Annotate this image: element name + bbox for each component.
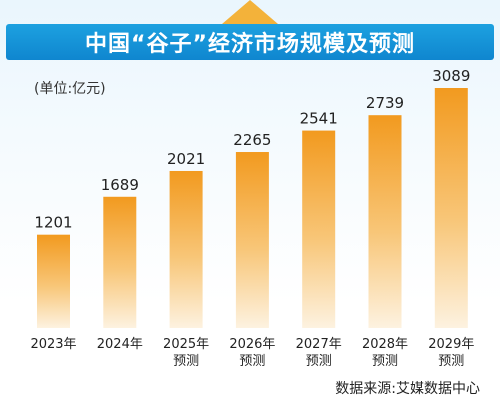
x-tick-label-2-1: 预测 [173, 354, 199, 369]
bar-1 [103, 196, 137, 328]
data-label-2: 2021 [167, 150, 205, 168]
decorative-triangle [222, 0, 278, 24]
x-tick-label-3-0: 2026年 [229, 337, 275, 352]
bar-0 [37, 234, 70, 328]
x-tick-label-3-1: 预测 [239, 354, 265, 369]
x-tick-label-6-0: 2029年 [428, 337, 474, 352]
x-tick-label-2-0: 2025年 [163, 337, 209, 352]
bar-6 [434, 88, 468, 328]
bar-3 [235, 152, 269, 328]
data-label-4: 2541 [300, 110, 338, 128]
bar-2 [169, 170, 203, 328]
x-tick-label-1-0: 2024年 [97, 337, 143, 352]
unit-label: (单位:亿元) [34, 81, 106, 97]
chart-title: 中国“谷子”经济市场规模及预测 [6, 24, 494, 60]
x-tick-label-4-0: 2027年 [296, 337, 342, 352]
x-tick-label-5-0: 2028年 [362, 337, 408, 352]
bar-4 [302, 130, 336, 328]
bar-5 [368, 115, 402, 328]
x-tick-label-5-1: 预测 [372, 354, 398, 369]
data-label-3: 2265 [233, 131, 271, 149]
data-label-5: 2739 [366, 94, 404, 112]
data-label-0: 1201 [34, 214, 72, 232]
x-tick-label-0-0: 2023年 [30, 337, 76, 352]
data-label-6: 3089 [432, 67, 470, 85]
data-label-1: 1689 [101, 176, 139, 194]
x-tick-label-4-1: 预测 [306, 354, 332, 369]
data-source: 数据来源:艾媒数据中心 [335, 381, 480, 397]
x-tick-label-6-1: 预测 [438, 354, 464, 369]
